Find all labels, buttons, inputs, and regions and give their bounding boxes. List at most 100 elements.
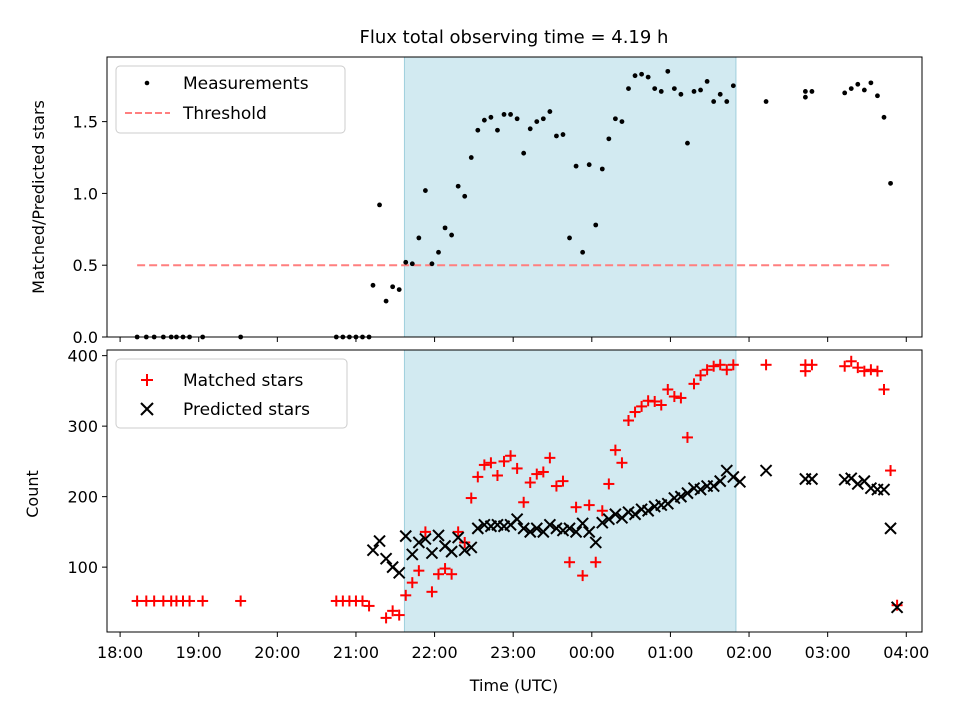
- measurement-point: [554, 133, 559, 139]
- matched-star-point: [426, 586, 438, 598]
- x-tick-label: 18:00: [97, 643, 143, 662]
- predicted-star-point: [609, 508, 622, 521]
- predicted-star-point: [674, 490, 688, 503]
- matched-star-point: [891, 599, 903, 611]
- matched-star-point: [363, 600, 375, 612]
- matched-star-point: [714, 359, 726, 371]
- y-tick-label: 0.0: [73, 328, 98, 347]
- measurement-point: [560, 132, 566, 137]
- matched-star-point: [511, 462, 523, 474]
- predicted-star-point: [399, 529, 412, 543]
- predicted-star-point: [727, 470, 740, 484]
- matched-star-point: [570, 501, 582, 513]
- measurement-point: [626, 86, 631, 91]
- matched-star-point: [472, 471, 484, 483]
- predicted-star-point: [419, 532, 432, 546]
- matched-star-point: [721, 364, 733, 376]
- predicted-star-point: [694, 483, 707, 496]
- measurement-point: [717, 91, 723, 97]
- predicted-star-point: [602, 512, 616, 526]
- matched-star-point: [622, 415, 634, 426]
- top-observing-window-shade: [403, 57, 737, 337]
- predicted-star-point: [432, 529, 445, 542]
- bottom-x-axis-ticks: 18:00 19:00 20:00 21:00 22:00 23:00 00:00 01:00…: [97, 632, 929, 662]
- matched-star-point: [701, 364, 713, 376]
- measurement-point: [678, 91, 684, 97]
- predicted-star-point: [366, 544, 380, 557]
- matched-star-point: [858, 365, 870, 377]
- x-tick-label: 03:00: [805, 643, 851, 662]
- predicted-star-point: [458, 544, 471, 557]
- y-tick-label: 1.5: [73, 113, 98, 132]
- measurement-point: [567, 235, 572, 241]
- measurement-point: [861, 87, 867, 93]
- matched-star-point: [524, 477, 536, 489]
- measurement-point: [540, 116, 546, 122]
- matched-star-point: [485, 457, 497, 469]
- matched-star-point: [590, 556, 602, 568]
- measurement-point: [645, 74, 651, 80]
- measurement-point: [711, 99, 717, 104]
- measurement-point: [383, 298, 389, 304]
- matched-star-point: [433, 568, 445, 580]
- measurement-point: [573, 163, 579, 169]
- measurement-point: [449, 232, 455, 238]
- x-tick-label: 22:00: [412, 643, 458, 662]
- top-y-axis-label: Matched/Predicted stars: [29, 100, 48, 294]
- measurement-point: [599, 166, 605, 172]
- x-tick-label: 01:00: [647, 643, 693, 662]
- matched-star-point: [550, 480, 562, 492]
- measurement-point: [632, 73, 638, 79]
- predicted-star-point: [759, 464, 773, 477]
- predicted-star-point: [543, 518, 557, 532]
- measurement-point: [580, 249, 586, 255]
- matched-star-point: [505, 450, 517, 462]
- matched-star-point: [662, 383, 674, 395]
- top-panel: 0.0 0.5 1.0 1.5 Matched/Predicted stars Mea…: [29, 56, 923, 347]
- legend-matched-label: Matched stars: [183, 371, 303, 391]
- predicted-star-point: [379, 552, 393, 565]
- matched-star-point: [596, 505, 608, 517]
- top-y-axis-ticks: 0.0 0.5 1.0 1.5: [73, 113, 107, 347]
- predicted-star-point: [805, 472, 819, 486]
- measurement-point: [475, 127, 481, 133]
- x-axis-label: Time (UTC): [469, 676, 558, 695]
- measurement-point: [521, 150, 527, 156]
- matched-star-point: [465, 492, 477, 504]
- matched-star-point: [806, 359, 818, 371]
- matched-star-point: [583, 499, 595, 511]
- matched-star-point: [531, 468, 543, 480]
- measurement-point: [462, 193, 468, 199]
- matched-star-point: [760, 359, 772, 371]
- matched-star-point: [459, 536, 471, 548]
- measurement-point: [842, 90, 848, 96]
- measurement-point: [409, 261, 415, 267]
- y-tick-label: 200: [67, 488, 98, 507]
- x-tick-label: 19:00: [176, 643, 222, 662]
- measurement-point: [612, 116, 618, 122]
- matched-star-point: [400, 589, 412, 601]
- predicted-star-point: [582, 525, 596, 539]
- y-tick-label: 1.0: [73, 184, 98, 203]
- measurement-point: [698, 87, 703, 93]
- measurement-point: [848, 86, 854, 91]
- matched-star-point: [393, 609, 405, 621]
- measurement-point: [606, 136, 612, 142]
- matched-star-point: [871, 365, 883, 377]
- measurement-point: [881, 114, 887, 120]
- y-tick-label: 100: [67, 558, 98, 577]
- matched-star-point: [668, 391, 680, 403]
- measurement-point: [416, 235, 422, 241]
- measurement-point: [429, 261, 435, 267]
- measurement-point: [888, 180, 893, 186]
- matched-star-point: [148, 595, 160, 607]
- matched-star-point: [708, 360, 720, 372]
- predicted-star-point: [641, 504, 655, 517]
- predicted-star-point: [471, 522, 485, 535]
- measurement-point: [455, 183, 461, 189]
- predicted-star-point: [412, 536, 426, 549]
- predicted-star-point: [596, 516, 609, 529]
- bottom-panel: 100 200 300 400 18:00 19:00 20:00 21:00 22:00 23…: [23, 347, 929, 695]
- matched-star-point: [406, 577, 418, 589]
